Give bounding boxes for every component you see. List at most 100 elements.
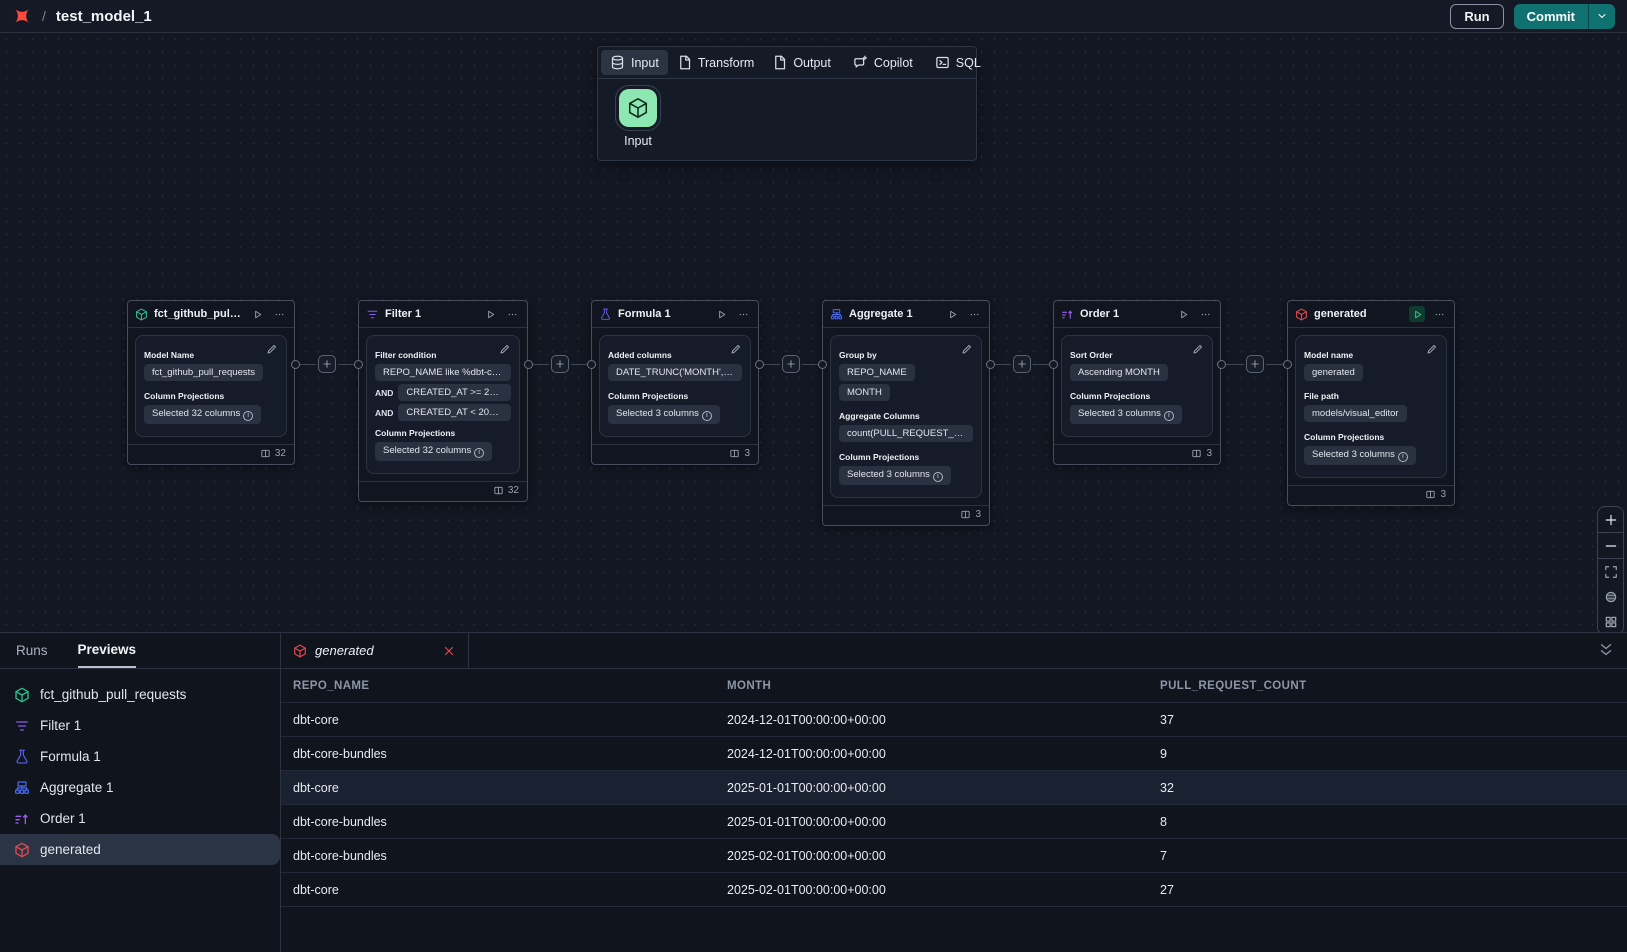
- table-row[interactable]: dbt-core 2024-12-01T00:00:00+00:00 37: [281, 703, 1627, 737]
- tab-output[interactable]: Output: [763, 50, 840, 75]
- edge-handle[interactable]: [524, 359, 533, 369]
- column-projections-pill[interactable]: Selected 32 columns i: [144, 405, 262, 424]
- node-config-card[interactable]: Added columns DATE_TRUNC('MONTH', CREATE…: [599, 335, 751, 437]
- collapse-panel-icon[interactable]: [1597, 641, 1615, 659]
- input-node-tile[interactable]: [615, 85, 661, 131]
- node-config-card[interactable]: Model name generated File path models/vi…: [1295, 335, 1447, 478]
- add-node-button[interactable]: [318, 355, 336, 373]
- node-config-card[interactable]: Filter condition REPO_NAME like %dbt-cor…: [366, 335, 520, 474]
- edge-handle[interactable]: [291, 359, 300, 369]
- column-header[interactable]: PULL_REQUEST_COUNT: [1160, 679, 1307, 692]
- node-config-card[interactable]: Sort Order Ascending MONTH Column Projec…: [1061, 335, 1213, 437]
- tab-previews[interactable]: Previews: [77, 633, 137, 668]
- copilot-icon: [854, 55, 867, 68]
- zoom-in-button[interactable]: [1598, 507, 1623, 532]
- node-header[interactable]: fct_github_pull_requests: [128, 301, 294, 328]
- table-row[interactable]: dbt-core 2025-01-01T00:00:00+00:00 32: [281, 771, 1627, 805]
- run-node-button[interactable]: [944, 306, 960, 322]
- flow-canvas[interactable]: Input Transform Output Copilot: [0, 33, 1627, 632]
- table-row[interactable]: dbt-core-bundles 2025-01-01T00:00:00+00:…: [281, 805, 1627, 839]
- column-projections-pill[interactable]: Selected 3 columns i: [608, 405, 720, 424]
- edit-icon[interactable]: [730, 343, 742, 355]
- node-menu-button[interactable]: [1431, 306, 1447, 322]
- edge-handle[interactable]: [1217, 359, 1226, 369]
- zoom-out-button[interactable]: [1598, 533, 1623, 558]
- interactive-toggle-button[interactable]: [1598, 584, 1623, 609]
- run-node-button[interactable]: [1409, 306, 1425, 322]
- add-node-button[interactable]: [782, 355, 800, 373]
- column-projections-pill[interactable]: Selected 3 columns i: [1304, 446, 1416, 465]
- node-header[interactable]: generated: [1288, 301, 1454, 328]
- tab-transform[interactable]: Transform: [668, 50, 764, 75]
- commit-dropdown-button[interactable]: [1588, 3, 1615, 29]
- palette-item-label: Input: [624, 134, 652, 148]
- run-button[interactable]: Run: [1450, 3, 1504, 29]
- node-menu-button[interactable]: [271, 306, 287, 322]
- edit-icon[interactable]: [961, 343, 973, 355]
- node-header[interactable]: Formula 1: [592, 301, 758, 328]
- edge-handle[interactable]: [1049, 359, 1058, 369]
- sidebar-item-aggregate[interactable]: Aggregate 1: [0, 772, 280, 803]
- column-header[interactable]: REPO_NAME: [293, 679, 370, 692]
- table-row[interactable]: dbt-core-bundles 2025-02-01T00:00:00+00:…: [281, 839, 1627, 873]
- edit-icon[interactable]: [266, 343, 278, 355]
- add-node-button[interactable]: [1013, 355, 1031, 373]
- node-order[interactable]: Order 1 Sort Order Ascending MONTH Colum…: [1053, 300, 1221, 465]
- edge-handle[interactable]: [354, 359, 363, 369]
- tab-runs[interactable]: Runs: [16, 643, 48, 658]
- table-row[interactable]: dbt-core-bundles 2024-12-01T00:00:00+00:…: [281, 737, 1627, 771]
- node-aggregate[interactable]: Aggregate 1 Group by REPO_NAME MONTH Agg…: [822, 300, 990, 526]
- plus-icon: [1605, 514, 1616, 525]
- palette-item-input[interactable]: Input: [612, 85, 664, 148]
- table-row[interactable]: dbt-core 2025-02-01T00:00:00+00:00 27: [281, 873, 1627, 907]
- node-header[interactable]: Filter 1: [359, 301, 527, 328]
- preview-tab-generated[interactable]: generated: [281, 633, 469, 668]
- node-config-card[interactable]: Model Name fct_github_pull_requests Colu…: [135, 335, 287, 437]
- tab-sql[interactable]: SQL: [926, 50, 990, 75]
- edge-handle[interactable]: [986, 359, 995, 369]
- flask-icon: [600, 308, 611, 320]
- run-node-button[interactable]: [482, 306, 498, 322]
- edit-icon[interactable]: [499, 343, 511, 355]
- run-node-button[interactable]: [1175, 306, 1191, 322]
- sidebar-item-formula[interactable]: Formula 1: [0, 741, 280, 772]
- sidebar-item-filter[interactable]: Filter 1: [0, 710, 280, 741]
- close-icon[interactable]: [442, 644, 456, 658]
- edge-handle[interactable]: [818, 359, 827, 369]
- run-node-button[interactable]: [249, 306, 265, 322]
- add-node-button[interactable]: [551, 355, 569, 373]
- node-menu-button[interactable]: [735, 306, 751, 322]
- edge-handle[interactable]: [1283, 359, 1292, 369]
- column-projections-pill[interactable]: Selected 3 columns i: [1070, 405, 1182, 424]
- node-formula[interactable]: Formula 1 Added columns DATE_TRUNC('MONT…: [591, 300, 759, 465]
- edit-icon[interactable]: [1192, 343, 1204, 355]
- node-header[interactable]: Aggregate 1: [823, 301, 989, 328]
- column-header[interactable]: MONTH: [727, 679, 772, 692]
- node-filter[interactable]: Filter 1 Filter condition REPO_NAME like…: [358, 300, 528, 502]
- node-menu-button[interactable]: [1197, 306, 1213, 322]
- commit-button-label[interactable]: Commit: [1526, 8, 1575, 24]
- fit-view-button[interactable]: [1598, 559, 1623, 584]
- sidebar-item-source[interactable]: fct_github_pull_requests: [0, 679, 280, 710]
- node-source[interactable]: fct_github_pull_requests Model Name fct_…: [127, 300, 295, 465]
- node-menu-button[interactable]: [504, 306, 520, 322]
- field-label: Column Projections: [608, 391, 689, 401]
- column-projections-pill[interactable]: Selected 3 columns i: [839, 466, 951, 485]
- column-projections-pill[interactable]: Selected 32 columns i: [375, 442, 493, 461]
- node-config-card[interactable]: Group by REPO_NAME MONTH Aggregate Colum…: [830, 335, 982, 498]
- sidebar-item-order[interactable]: Order 1: [0, 803, 280, 834]
- tab-input[interactable]: Input: [601, 50, 668, 75]
- sidebar-item-generated[interactable]: generated: [0, 834, 280, 865]
- edge-handle[interactable]: [587, 359, 596, 369]
- run-node-button[interactable]: [713, 306, 729, 322]
- group-by-pill: MONTH: [839, 384, 890, 401]
- node-menu-button[interactable]: [966, 306, 982, 322]
- edit-icon[interactable]: [1426, 343, 1438, 355]
- auto-layout-button[interactable]: [1598, 609, 1623, 632]
- commit-split-button[interactable]: Commit: [1513, 3, 1615, 29]
- node-header[interactable]: Order 1: [1054, 301, 1220, 328]
- add-node-button[interactable]: [1245, 355, 1264, 373]
- edge-handle[interactable]: [755, 359, 764, 369]
- node-generated[interactable]: generated Model name generated File path…: [1287, 300, 1455, 506]
- tab-copilot[interactable]: Copilot: [844, 50, 922, 75]
